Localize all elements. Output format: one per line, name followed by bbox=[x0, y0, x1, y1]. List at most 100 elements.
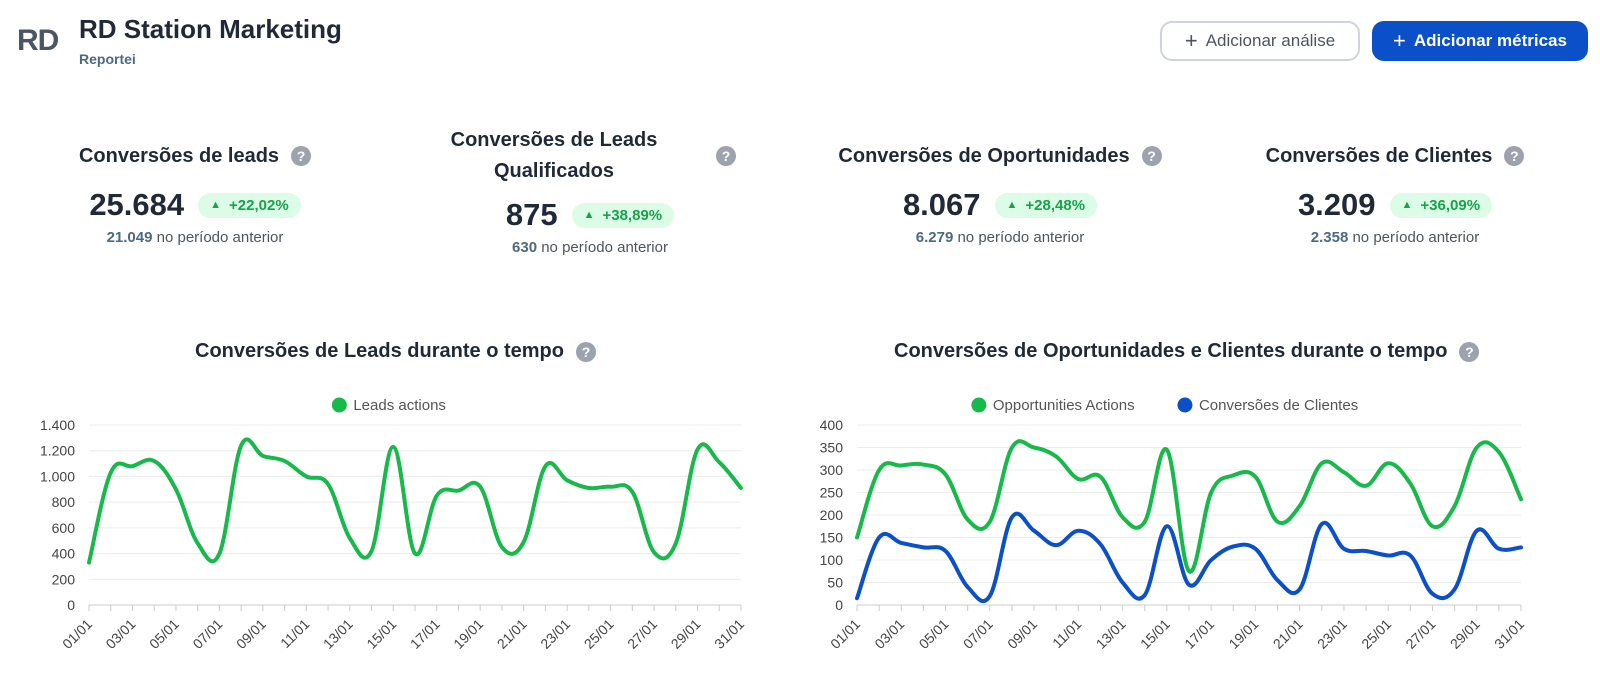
change-value: +22,02% bbox=[229, 196, 289, 214]
x-tick-label: 27/01 bbox=[624, 616, 660, 652]
y-tick-label: 0 bbox=[835, 597, 843, 613]
x-tick-label: 17/01 bbox=[1181, 616, 1217, 652]
x-tick-label: 13/01 bbox=[320, 616, 356, 652]
y-tick-label: 50 bbox=[827, 575, 843, 591]
previous-period: 6.279 no período anterior bbox=[805, 229, 1195, 246]
y-tick-label: 400 bbox=[52, 546, 76, 562]
previous-value: 2.358 bbox=[1310, 229, 1349, 246]
kpi-card-leads: Conversões de leads ? 25.684 ▲ +22,02% 21… bbox=[0, 125, 390, 246]
x-tick-label: 29/01 bbox=[668, 616, 704, 652]
y-tick-label: 400 bbox=[820, 417, 844, 433]
previous-period: 2.358 no período anterior bbox=[1200, 229, 1590, 246]
x-tick-label: 17/01 bbox=[407, 616, 443, 652]
y-tick-label: 600 bbox=[52, 520, 76, 536]
legend-label: Leads actions bbox=[353, 397, 446, 414]
previous-label: no período anterior bbox=[541, 239, 668, 256]
help-icon[interactable]: ? bbox=[291, 146, 312, 166]
y-tick-label: 1.400 bbox=[40, 417, 75, 433]
x-tick-label: 31/01 bbox=[711, 616, 747, 652]
help-icon[interactable]: ? bbox=[716, 146, 736, 166]
previous-period: 630 no período anterior bbox=[395, 239, 785, 256]
y-tick-label: 0 bbox=[67, 597, 75, 613]
x-tick-label: 07/01 bbox=[189, 616, 225, 652]
arrow-up-icon: ▲ bbox=[210, 199, 222, 211]
kpi-value: 875 bbox=[505, 197, 558, 232]
previous-value: 21.049 bbox=[106, 229, 153, 246]
change-badge: ▲ +22,02% bbox=[198, 192, 301, 218]
x-tick-label: 23/01 bbox=[537, 616, 573, 652]
x-tick-label: 07/01 bbox=[960, 616, 996, 652]
x-tick-label: 21/01 bbox=[494, 616, 530, 652]
legend-marker bbox=[1177, 397, 1193, 413]
kpi-title: Conversões de Leads Qualificados bbox=[450, 129, 658, 182]
kpi-card-clients: Conversões de Clientes ? 3.209 ▲ +36,09% … bbox=[1200, 125, 1590, 246]
previous-value: 6.279 bbox=[915, 229, 954, 246]
y-tick-label: 1.200 bbox=[40, 443, 75, 459]
chart-title: Conversões de Leads durante o tempo bbox=[195, 340, 564, 362]
help-icon[interactable]: ? bbox=[1459, 341, 1480, 362]
kpi-title: Conversões de Oportunidades bbox=[838, 144, 1130, 167]
add-metrics-label: Adicionar métricas bbox=[1413, 31, 1567, 50]
x-tick-label: 25/01 bbox=[581, 616, 617, 652]
x-tick-label: 25/01 bbox=[1358, 616, 1394, 652]
y-tick-label: 150 bbox=[820, 530, 844, 546]
previous-period: 21.049 no período anterior bbox=[0, 229, 390, 246]
brand-logo: RD bbox=[17, 24, 59, 57]
x-tick-label: 19/01 bbox=[450, 616, 486, 652]
chart-legend: Leads actions bbox=[331, 397, 446, 414]
x-tick-label: 01/01 bbox=[827, 616, 863, 652]
legend-marker bbox=[971, 397, 987, 413]
y-tick-label: 350 bbox=[820, 440, 844, 456]
help-icon[interactable]: ? bbox=[1141, 146, 1162, 166]
y-tick-label: 800 bbox=[52, 494, 76, 510]
kpi-card-opportunities: Conversões de Oportunidades ? 8.067 ▲ +28… bbox=[805, 125, 1195, 246]
add-metrics-button[interactable]: + Adicionar métricas bbox=[1372, 21, 1588, 61]
plus-icon: + bbox=[1184, 28, 1198, 53]
x-tick-label: 21/01 bbox=[1270, 616, 1306, 652]
chart-title-row-leads: Conversões de Leads durante o tempo ? bbox=[195, 340, 596, 363]
plus-icon: + bbox=[1393, 28, 1406, 53]
change-badge: ▲ +36,09% bbox=[1389, 192, 1493, 218]
previous-label: no período anterior bbox=[1352, 229, 1480, 246]
y-tick-label: 250 bbox=[820, 485, 844, 501]
x-tick-label: 19/01 bbox=[1225, 616, 1261, 652]
y-tick-label: 1.000 bbox=[40, 468, 75, 484]
chart-legend: Opportunities Actions Conversões de Clien… bbox=[971, 397, 1358, 414]
page-subtitle: Reportei bbox=[79, 51, 136, 67]
x-tick-label: 27/01 bbox=[1402, 616, 1438, 652]
legend-label: Opportunities Actions bbox=[993, 397, 1135, 414]
page-title: RD Station Marketing bbox=[79, 14, 342, 44]
kpi-card-qualified-leads: Conversões de Leads Qualificados ? 875 ▲… bbox=[395, 125, 785, 256]
x-tick-label: 29/01 bbox=[1447, 616, 1483, 652]
y-tick-label: 200 bbox=[52, 571, 76, 587]
x-tick-label: 15/01 bbox=[1137, 616, 1173, 652]
x-tick-label: 23/01 bbox=[1314, 616, 1350, 652]
arrow-up-icon: ▲ bbox=[1006, 199, 1018, 211]
x-tick-label: 15/01 bbox=[363, 616, 399, 652]
series-line bbox=[87, 437, 743, 565]
chart-title-row-opportunities: Conversões de Oportunidades e Clientes d… bbox=[894, 340, 1480, 363]
x-tick-label: 09/01 bbox=[233, 616, 269, 652]
arrow-up-icon: ▲ bbox=[1401, 199, 1413, 211]
x-tick-label: 11/01 bbox=[1049, 616, 1085, 652]
add-analysis-label: Adicionar análise bbox=[1205, 31, 1336, 50]
change-badge: ▲ +28,48% bbox=[994, 192, 1098, 218]
previous-label: no período anterior bbox=[156, 229, 284, 246]
change-badge: ▲ +38,89% bbox=[571, 202, 675, 228]
series-line bbox=[855, 511, 1523, 604]
change-value: +28,48% bbox=[1025, 196, 1086, 214]
x-tick-label: 31/01 bbox=[1491, 616, 1527, 652]
help-icon[interactable]: ? bbox=[575, 341, 596, 362]
y-tick-label: 200 bbox=[820, 507, 844, 523]
legend-marker bbox=[331, 397, 347, 413]
y-tick-label: 100 bbox=[820, 552, 844, 568]
x-tick-label: 05/01 bbox=[916, 616, 952, 652]
help-icon[interactable]: ? bbox=[1504, 146, 1525, 166]
add-analysis-button[interactable]: + Adicionar análise bbox=[1160, 21, 1360, 61]
x-tick-label: 09/01 bbox=[1004, 616, 1040, 652]
kpi-title: Conversões de Clientes bbox=[1265, 144, 1493, 167]
arrow-up-icon: ▲ bbox=[583, 209, 595, 221]
change-value: +36,09% bbox=[1420, 196, 1481, 214]
x-tick-label: 03/01 bbox=[102, 616, 138, 652]
leads-line-chart: 0 200 400 600 800 1.000 1.200 1.400 01/01 03/01 05… bbox=[40, 397, 747, 652]
